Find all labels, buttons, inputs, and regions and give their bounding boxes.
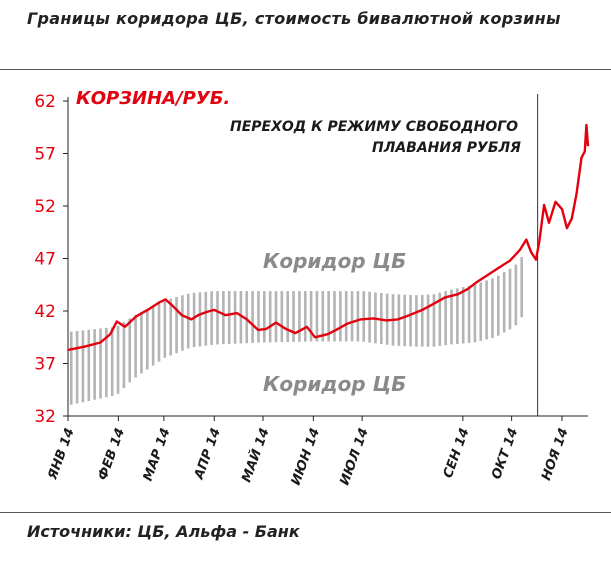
x-tick-label: МАР 14 — [141, 426, 174, 483]
series-line-basket — [67, 123, 590, 352]
x-tick-label: АПР 14 — [191, 426, 224, 482]
corridor-label-upper: Коридор ЦБ — [263, 249, 406, 273]
y-tick-label: 47 — [34, 250, 56, 270]
y-tick-label: 37 — [34, 355, 56, 375]
x-tick-label: МАЙ 14 — [238, 426, 272, 485]
x-tick-label: НОЯ 14 — [539, 426, 572, 482]
x-tick-label: ЯНВ 14 — [45, 426, 78, 482]
x-tick-label: ФЕВ 14 — [95, 426, 128, 482]
y-tick-label: 57 — [34, 145, 56, 165]
x-tick-label: ИЮЛ 14 — [337, 426, 371, 487]
source-note: Источники: ЦБ, Альфа - Банк — [27, 522, 300, 541]
corridor-label-lower: Коридор ЦБ — [263, 372, 406, 396]
bottom-divider — [0, 512, 611, 513]
y-tick-label: 42 — [34, 302, 56, 322]
annotation-line-1: ПЕРЕХОД К РЕЖИМУ СВОБОДНОГО — [230, 119, 518, 135]
y-axis: 32 37 42 47 52 57 62 — [34, 92, 69, 427]
chart: 32 37 42 47 52 57 62 ЯНВ 14 ФЕВ 14 МАР 14 АПР 14 М… — [34, 88, 590, 487]
y-tick-label: 62 — [34, 92, 56, 112]
series-label: КОРЗИНА/РУБ. — [76, 88, 230, 109]
annotation-line-2: ПЛАВАНИЯ РУБЛЯ — [372, 140, 521, 156]
x-tick-label: ИЮН 14 — [289, 426, 323, 487]
y-tick-label: 52 — [34, 197, 56, 217]
x-tick-label: ОКТ 14 — [489, 426, 521, 481]
x-tick-label: СЕН 14 — [441, 426, 473, 480]
y-tick-label: 32 — [34, 407, 56, 427]
x-axis: ЯНВ 14 ФЕВ 14 МАР 14 АПР 14 МАЙ 14 ИЮН 14 ИЮЛ … — [45, 415, 588, 487]
top-divider — [0, 69, 611, 70]
labels: КОРЗИНА/РУБ.ПЕРЕХОД К РЕЖИМУ СВОБОДНОГО П… — [76, 88, 521, 396]
page-title: Границы коридора ЦБ, стоимость бивалютно… — [27, 9, 561, 28]
